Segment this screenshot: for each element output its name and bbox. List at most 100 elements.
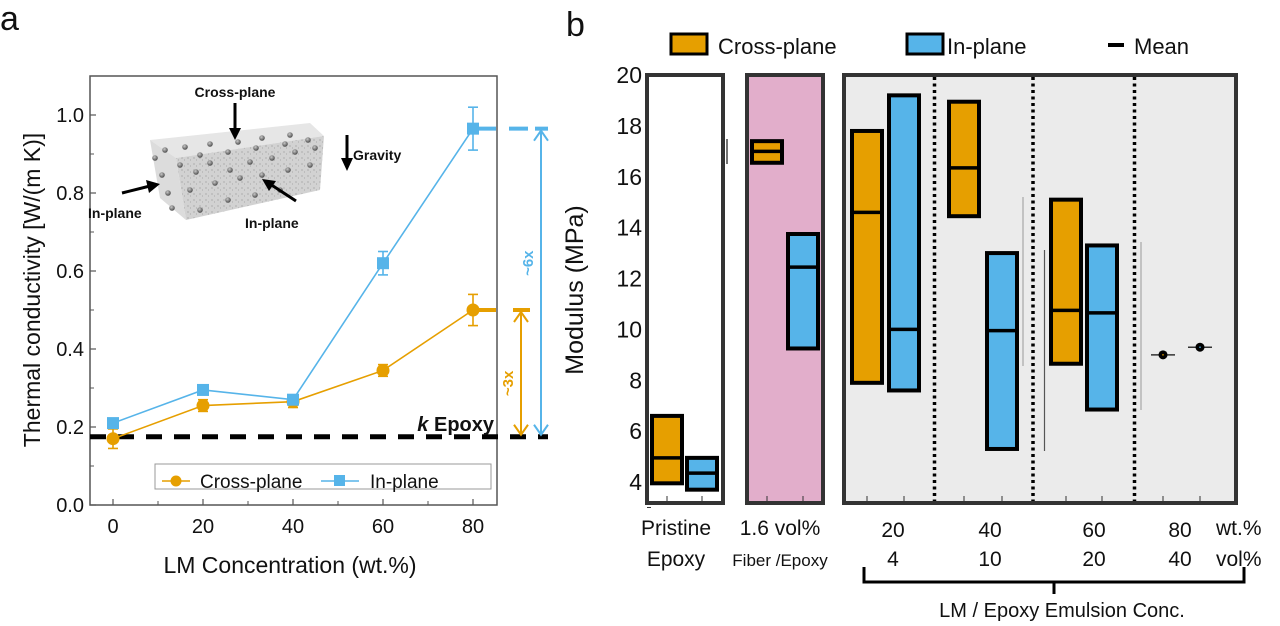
- particle: [159, 172, 165, 178]
- legend-in-swatch: [905, 32, 945, 56]
- y-tick-label: 0.4: [56, 339, 84, 361]
- data-point-cross-plane: [376, 363, 390, 377]
- panel-b-chart: b Cross-plane In-plane Mean Modulus (MPa…: [561, 6, 1262, 622]
- y-tick-label: 4: [629, 469, 642, 495]
- inset-block-front: [176, 136, 324, 220]
- panel-b-legend: Cross-plane In-plane Mean: [669, 32, 1189, 59]
- range-box-cross: [947, 99, 981, 219]
- particle: [197, 152, 203, 158]
- x-tick-label: 60: [372, 516, 394, 538]
- data-point-in-plane: [467, 122, 479, 135]
- group-label-line2: 4: [887, 548, 899, 571]
- particle: [285, 167, 291, 173]
- panel-a-x-axis-label: LM Concentration (wt.%): [163, 552, 416, 578]
- particle: [165, 190, 171, 196]
- y-tick-label: 10: [616, 316, 642, 342]
- y-tick-label: 8: [629, 367, 642, 393]
- panel-a-chart: a 0.0 0.2 0.4 0.6 0.8 1.0 0 20 40 60 80 Thermal c…: [0, 0, 549, 578]
- data-point-cross-plane: [106, 432, 120, 446]
- particle: [237, 175, 243, 181]
- panel-b-x-ticks: [666, 496, 1201, 501]
- range-box-cross: [850, 128, 884, 385]
- group-label-line1: 60: [1082, 519, 1105, 542]
- inset-block-side: [150, 140, 186, 220]
- data-point-core-cross: [1162, 354, 1164, 356]
- group-label-line1: 1.6 vol%: [740, 517, 821, 540]
- legend-in-label: In-plane: [370, 472, 439, 493]
- group-label-line1: 40: [978, 519, 1001, 542]
- legend-box: [154, 463, 492, 490]
- unit-label-wt: wt.%: [1215, 517, 1262, 540]
- y-tick-label: 16: [616, 164, 642, 190]
- y-tick-label: 6: [629, 418, 642, 444]
- data-point-cross-plane: [196, 399, 210, 413]
- group-label-line1: 20: [881, 519, 904, 542]
- panel-a-x-ticks: 0 20 40 60 80: [107, 499, 484, 538]
- panel-a-y-ticks: 0.0 0.2 0.4 0.6 0.8 1.0: [56, 105, 96, 517]
- particle: [162, 147, 168, 153]
- data-point-cross-plane: [466, 303, 480, 317]
- particle: [152, 155, 158, 161]
- legend-in-label: In-plane: [947, 34, 1027, 59]
- cross-plane-arrowhead-icon: [229, 128, 241, 140]
- panel-b-label: b: [566, 6, 585, 44]
- particle: [227, 167, 233, 173]
- legend-cross-label: Cross-plane: [200, 472, 302, 493]
- particle: [312, 145, 318, 151]
- in-plane-arrowhead-left-icon: [146, 180, 160, 193]
- x-tick-label: 40: [282, 516, 304, 538]
- particle: [235, 139, 241, 145]
- particle: [212, 180, 218, 186]
- emulsion-bracket: [862, 567, 1246, 594]
- panel-b-boxes: [650, 93, 1212, 492]
- group-label-line2: 40: [1168, 548, 1191, 571]
- group-label-line1: Pristine: [641, 517, 711, 540]
- pristine-frame: [645, 73, 725, 505]
- range-box-in: [1085, 243, 1119, 412]
- particle: [252, 192, 258, 198]
- particle: [307, 162, 313, 168]
- range-box-cross: [1049, 197, 1083, 366]
- y-tick-label: 14: [616, 215, 642, 241]
- legend-cross-swatch: [669, 32, 709, 56]
- epoxy-text: Epoxy: [428, 414, 494, 436]
- y-tick-label: 0.8: [56, 183, 84, 205]
- particle: [282, 141, 288, 147]
- particle: [247, 159, 253, 165]
- x-tick-label: 0: [107, 516, 118, 538]
- particle: [197, 207, 203, 213]
- inset-illustration: Cross-plane Gravity In-plane In-plane: [88, 84, 401, 231]
- unit-label-vol: vol%: [1216, 548, 1262, 571]
- particle: [193, 169, 199, 175]
- k-symbol: k: [417, 414, 429, 436]
- y-tick-label: 0.2: [56, 417, 84, 439]
- x-tick-label: 20: [192, 516, 214, 538]
- panel-a-legend: Cross-plane In-plane: [154, 463, 492, 493]
- y-tick-label: 18: [616, 113, 642, 139]
- gravity-arrowhead-icon: [341, 158, 353, 171]
- legend-cross-label: Cross-plane: [718, 34, 837, 59]
- in-plane-arrow-right-icon: [269, 182, 297, 203]
- panel-b-group-labels: Pristine Epoxy 1.6 vol% Fiber /Epoxy 20 4 40 10…: [641, 517, 1192, 571]
- in-plane-arrowhead-right-icon: [262, 179, 276, 191]
- k-epoxy-label: k Epoxy: [417, 414, 495, 436]
- panel-a-label: a: [0, 0, 19, 38]
- panel-a-series: [106, 106, 480, 450]
- x-tick-label: 80: [462, 516, 484, 538]
- legend-mean-label: Mean: [1134, 34, 1189, 59]
- group-label-line2: 20: [1082, 548, 1105, 571]
- panel-b-y-ticks: 4 6 8 10 12 14 16 18 20: [616, 62, 653, 508]
- particle: [305, 137, 311, 143]
- particle: [207, 160, 213, 166]
- inset-label-cross-plane: Cross-plane: [195, 84, 276, 100]
- legend-cross-marker: [170, 475, 182, 487]
- y-tick-label: 1.0: [56, 105, 84, 127]
- particle: [182, 144, 188, 150]
- particle: [287, 132, 293, 138]
- panel-a-y-axis-label: Thermal conductivity [W/(m K)]: [19, 133, 45, 447]
- group-label-line2: Epoxy: [647, 548, 706, 571]
- y-tick-label: 12: [616, 266, 642, 292]
- particle: [269, 155, 275, 161]
- panel-a-fold-annotations: ~3x ~6x: [478, 126, 549, 437]
